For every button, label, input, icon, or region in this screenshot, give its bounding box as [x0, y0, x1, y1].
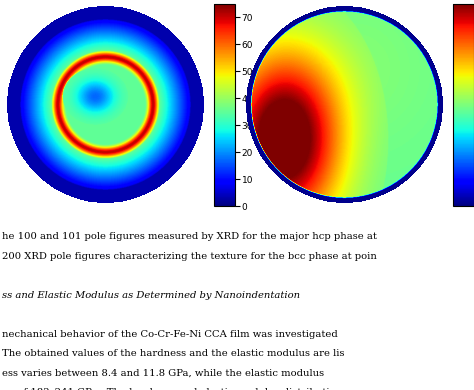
Text: nechanical behavior of the Co-Cr-Fe-Ni CCA film was investigated: nechanical behavior of the Co-Cr-Fe-Ni C…: [2, 330, 338, 339]
Text: ess varies between 8.4 and 11.8 GPa, while the elastic modulus: ess varies between 8.4 and 11.8 GPa, whi…: [2, 369, 325, 378]
Text: The obtained values of the hardness and the elastic modulus are lis: The obtained values of the hardness and …: [2, 349, 345, 358]
Text: he 100 and 101 pole figures measured by XRD for the major hcp phase at: he 100 and 101 pole figures measured by …: [2, 232, 377, 241]
Text: ge of 182–241 GPa.  The hardness and elastic modulus distributio: ge of 182–241 GPa. The hardness and elas…: [2, 388, 336, 390]
Text: ss and Elastic Modulus as Determined by Nanoindentation: ss and Elastic Modulus as Determined by …: [2, 291, 301, 300]
Text: 200 XRD pole figures characterizing the texture for the bcc phase at poin: 200 XRD pole figures characterizing the …: [2, 252, 377, 261]
